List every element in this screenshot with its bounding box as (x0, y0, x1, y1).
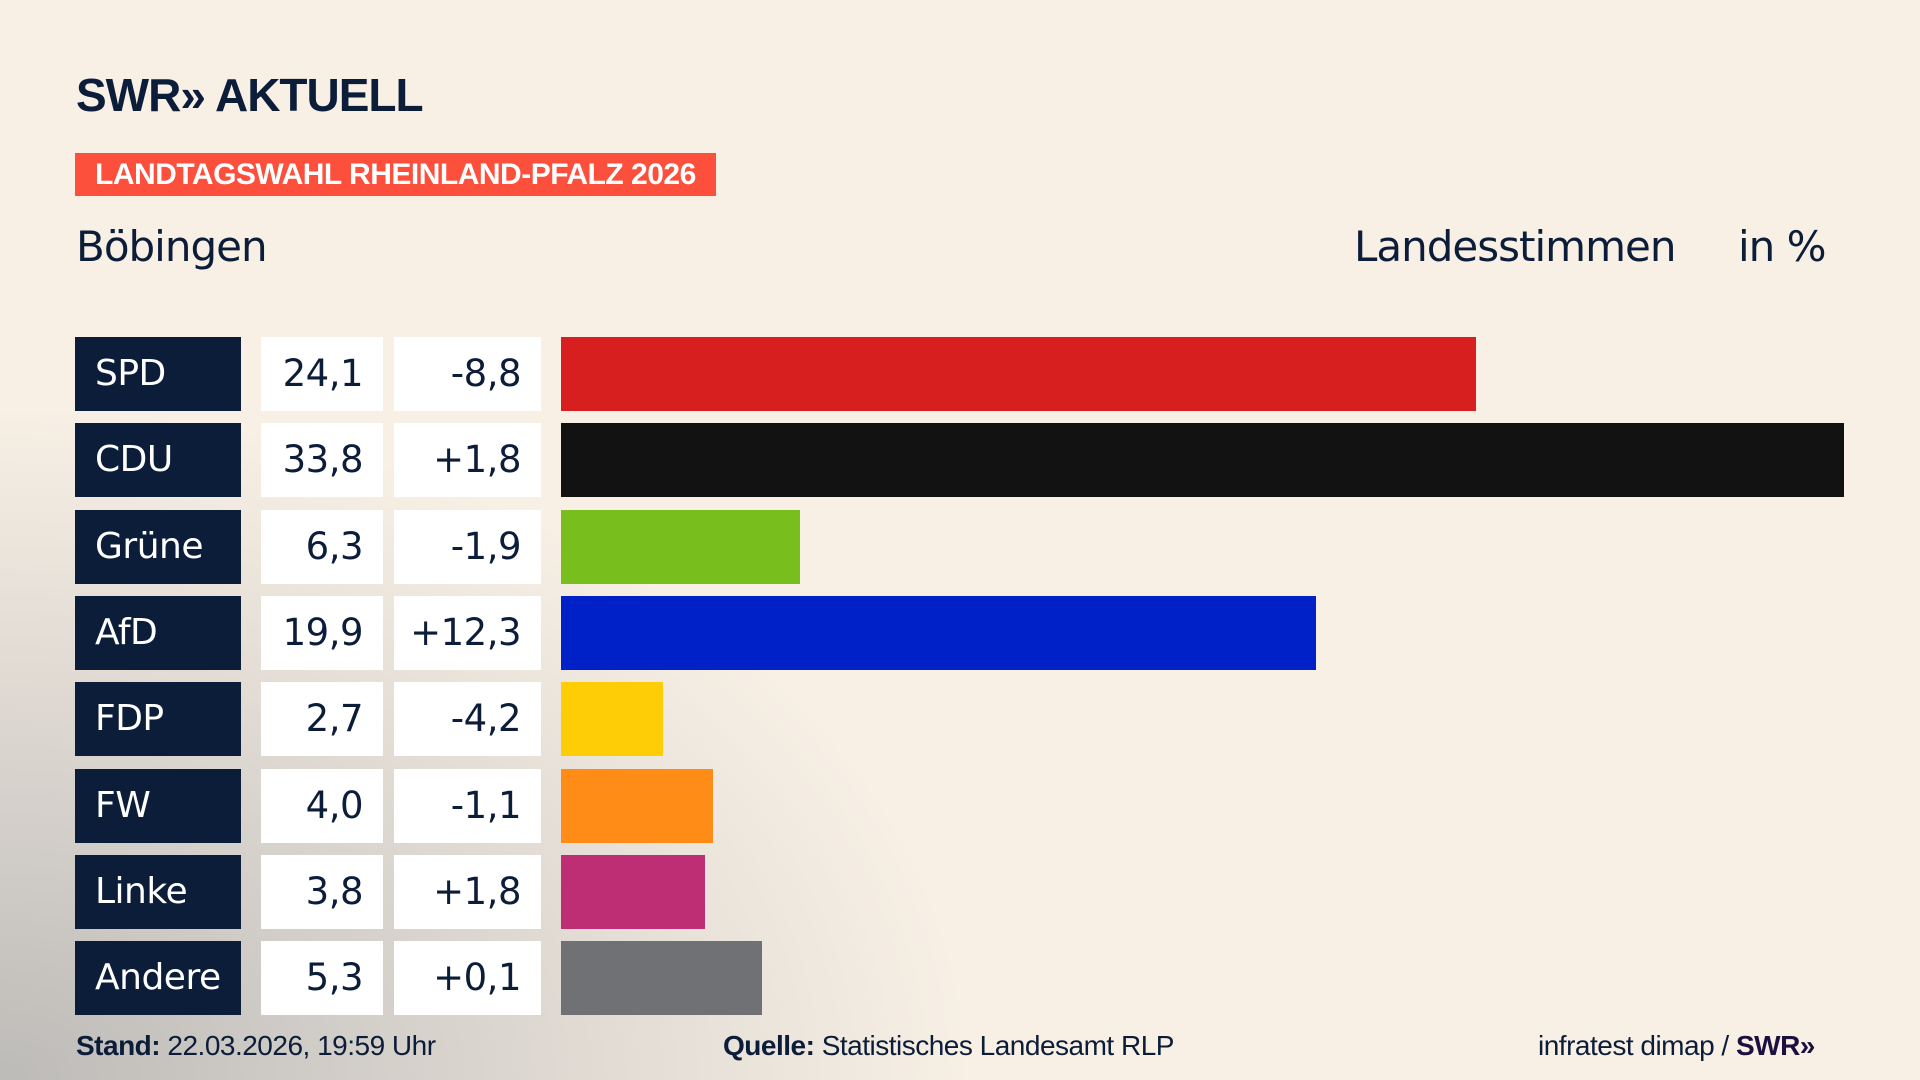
bar-row: Grüne 6,3 -1,9 (0, 509, 1920, 584)
bar-row: AfD 19,9 +12,3 (0, 595, 1920, 670)
source-value: Statistisches Landesamt RLP (821, 1030, 1175, 1061)
swr-small-logo: SWR» (1735, 1030, 1815, 1061)
source-label: Quelle: (723, 1030, 815, 1061)
party-label: SPD (75, 337, 241, 411)
stand-value: 22.03.2026, 19:59 Uhr (167, 1030, 436, 1061)
bar-row: FW 4,0 -1,1 (0, 768, 1920, 843)
diff-label: -1,1 (394, 768, 541, 843)
credit: infratest dimap / SWR» (1538, 1030, 1815, 1062)
bar-row: Andere 5,3 +0,1 (0, 941, 1920, 1016)
swr-aktuell-logo: SWR» AKTUELL (76, 69, 424, 121)
bar (561, 595, 1317, 670)
value-label: 24,1 (261, 337, 383, 411)
diff-label: -4,2 (394, 682, 541, 757)
bar-row: CDU 33,8 +1,8 (0, 423, 1920, 498)
bar (561, 854, 706, 929)
bar-row: FDP 2,7 -4,2 (0, 682, 1920, 757)
bar-row: SPD 24,1 -8,8 (0, 337, 1920, 411)
party-label: Andere (75, 941, 241, 1016)
party-label: Linke (75, 854, 241, 929)
value-label: 4,0 (261, 768, 383, 843)
value-label: 2,7 (261, 682, 383, 757)
metric-label: Landesstimmen (1354, 222, 1676, 271)
value-label: 3,8 (261, 854, 383, 929)
party-label: Grüne (75, 509, 241, 584)
source: Quelle: Statistisches Landesamt RLP (723, 1030, 1174, 1062)
bar (561, 509, 801, 584)
value-label: 5,3 (261, 941, 383, 1016)
unit-label: in % (1738, 222, 1827, 271)
diff-label: +12,3 (394, 595, 541, 670)
bar-row: Linke 3,8 +1,8 (0, 854, 1920, 929)
diff-label: +0,1 (394, 941, 541, 1016)
election-banner: LANDTAGSWAHL RHEINLAND-PFALZ 2026 (75, 153, 716, 196)
diff-label: -8,8 (394, 337, 541, 411)
bar (561, 423, 1844, 498)
value-label: 33,8 (261, 423, 383, 498)
party-label: CDU (75, 423, 241, 498)
value-label: 19,9 (261, 595, 383, 670)
place-title: Böbingen (76, 222, 268, 271)
value-label: 6,3 (261, 509, 383, 584)
credit-text: infratest dimap / (1538, 1030, 1729, 1061)
diff-label: -1,9 (394, 509, 541, 584)
bar (561, 337, 1476, 411)
bar (561, 682, 664, 757)
timestamp: Stand: 22.03.2026, 19:59 Uhr (76, 1030, 436, 1062)
party-label: AfD (75, 595, 241, 670)
diff-label: +1,8 (394, 854, 541, 929)
party-label: FDP (75, 682, 241, 757)
stand-label: Stand: (76, 1030, 161, 1061)
bar (561, 941, 763, 1016)
bar (561, 768, 713, 843)
diff-label: +1,8 (394, 423, 541, 498)
party-label: FW (75, 768, 241, 843)
